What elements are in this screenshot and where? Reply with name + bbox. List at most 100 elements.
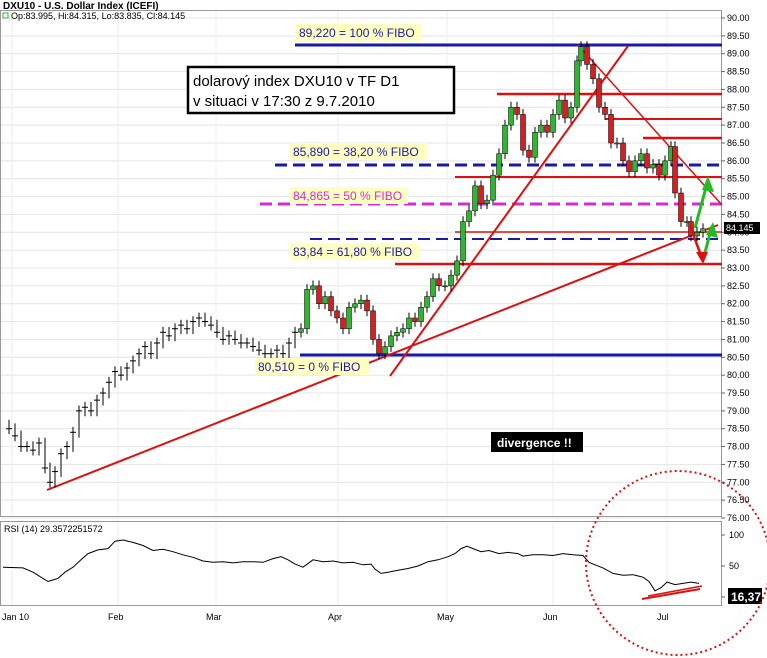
ohlc-readout: Op:83.995, Hi:84.315, Lo:83.835, Cl:84.1… bbox=[11, 11, 185, 21]
y-tick-label: 78.50 bbox=[727, 424, 750, 434]
fibo-label-text: 80,510 = 0 % FIBO bbox=[258, 360, 360, 374]
y-tick-label: 80.50 bbox=[727, 352, 750, 362]
y-tick-label: 81.50 bbox=[727, 317, 750, 327]
chart-title: DXU10 - U.S. Dollar Index (ICEFI) bbox=[3, 1, 159, 12]
candle-body bbox=[614, 142, 620, 145]
y-tick-label: 82.00 bbox=[727, 299, 750, 309]
candle-body bbox=[502, 124, 508, 154]
candle-body bbox=[298, 328, 304, 333]
candle-body bbox=[304, 289, 310, 329]
fibo-label-50: 84,865 = 50 % FIBO bbox=[290, 187, 408, 204]
y-tick-label: 79.50 bbox=[727, 388, 750, 398]
candle-body bbox=[620, 142, 626, 162]
candle-body bbox=[626, 160, 632, 172]
candle-body bbox=[544, 124, 550, 133]
x-tick-label: Jun bbox=[543, 612, 558, 622]
fibo-label-text: 89,220 = 100 % FIBO bbox=[299, 26, 415, 40]
x-tick-label: May bbox=[437, 612, 455, 622]
candle-body bbox=[650, 164, 656, 169]
fibo-label-100: 89,220 = 100 % FIBO bbox=[295, 24, 421, 41]
long-trendline bbox=[46, 224, 719, 491]
fibo-label-38: 85,890 = 38,20 % FIBO bbox=[290, 143, 427, 160]
divergence-label: divergence !! bbox=[497, 436, 572, 450]
candle-body bbox=[632, 160, 638, 172]
candle-body bbox=[656, 164, 662, 176]
candle-body bbox=[662, 160, 668, 176]
last-price-box bbox=[724, 222, 760, 234]
x-tick-label: Apr bbox=[328, 612, 342, 622]
candle-body bbox=[310, 285, 316, 290]
y-tick-label: 84.50 bbox=[727, 209, 750, 219]
x-tick-label: Jan 10 bbox=[2, 612, 29, 622]
candle-body bbox=[328, 296, 334, 312]
annotation-line-2: v situaci v 17:30 z 9.7.2010 bbox=[193, 93, 375, 110]
y-tick-label: 76.50 bbox=[727, 495, 750, 505]
rsi-tick-label: 100 bbox=[729, 530, 744, 540]
candle-body bbox=[568, 107, 574, 119]
rsi-value-box bbox=[728, 588, 762, 604]
y-tick-label: 90.00 bbox=[727, 13, 750, 23]
y-tick-label: 87.00 bbox=[727, 120, 750, 130]
candle-body bbox=[550, 114, 556, 133]
green-arrowhead-2 bbox=[706, 222, 718, 238]
candle-body bbox=[460, 221, 466, 262]
candle-body bbox=[454, 260, 460, 276]
candle-body bbox=[584, 46, 590, 65]
y-tick-label: 86.00 bbox=[727, 156, 750, 166]
candle-body bbox=[578, 46, 584, 62]
price-series bbox=[6, 41, 706, 488]
annotation-box: dolarový index DXU10 v TF D1 v situaci v… bbox=[186, 65, 456, 115]
candle-body bbox=[346, 307, 352, 329]
candle-body bbox=[556, 99, 562, 115]
candle-body bbox=[478, 185, 484, 204]
candle-body bbox=[496, 153, 502, 176]
candle-body bbox=[520, 114, 526, 151]
candle-body bbox=[442, 285, 448, 288]
candle-body bbox=[322, 296, 328, 304]
x-tick-label: Jul bbox=[657, 612, 669, 622]
candle-body bbox=[334, 310, 340, 319]
y-tick-label: 80.00 bbox=[727, 370, 750, 380]
candle-body bbox=[412, 317, 418, 322]
candle-body bbox=[484, 199, 490, 204]
candle-body bbox=[596, 78, 602, 108]
candle-body bbox=[508, 107, 514, 126]
candle-body bbox=[678, 192, 684, 222]
y-tick-label: 78.00 bbox=[727, 442, 750, 452]
candle-body bbox=[562, 99, 568, 119]
candle-body bbox=[532, 132, 538, 158]
candle-body bbox=[448, 274, 454, 287]
rsi-line bbox=[2, 539, 700, 592]
divergence-box bbox=[491, 432, 583, 452]
last-price-value: 84.145 bbox=[726, 223, 754, 233]
x-tick-label: Feb bbox=[108, 612, 124, 622]
y-tick-label: 77.50 bbox=[727, 459, 750, 469]
x-tick-label: Mar bbox=[206, 612, 222, 622]
candle-body bbox=[382, 346, 388, 354]
candle-body bbox=[358, 299, 364, 304]
fibo-label-61: 83,84 = 61,80 % FIBO bbox=[290, 243, 420, 260]
candle-body bbox=[352, 303, 358, 308]
candle-body bbox=[574, 60, 580, 108]
red-arrowhead bbox=[696, 252, 708, 264]
candle-body bbox=[400, 328, 406, 333]
y-tick-label: 85.50 bbox=[727, 174, 750, 184]
annotation-frame bbox=[186, 65, 456, 115]
green-arrowhead-1 bbox=[702, 176, 714, 192]
steep-trendline bbox=[389, 45, 629, 377]
candle-body bbox=[526, 149, 532, 158]
y-tick-label: 77.00 bbox=[727, 477, 750, 487]
candle-body bbox=[672, 146, 678, 194]
y-tick-label: 89.00 bbox=[727, 49, 750, 59]
y-tick-label: 82.50 bbox=[727, 281, 750, 291]
candle-body bbox=[424, 296, 430, 308]
candle-body bbox=[590, 64, 596, 79]
y-tick-label: 86.50 bbox=[727, 138, 750, 148]
candle-body bbox=[490, 174, 496, 201]
candle-body bbox=[608, 114, 614, 144]
candle-body bbox=[418, 307, 424, 322]
y-tick-label: 83.50 bbox=[727, 245, 750, 255]
y-tick-label: 83.00 bbox=[727, 263, 750, 273]
y-tick-label: 81.00 bbox=[727, 334, 750, 344]
